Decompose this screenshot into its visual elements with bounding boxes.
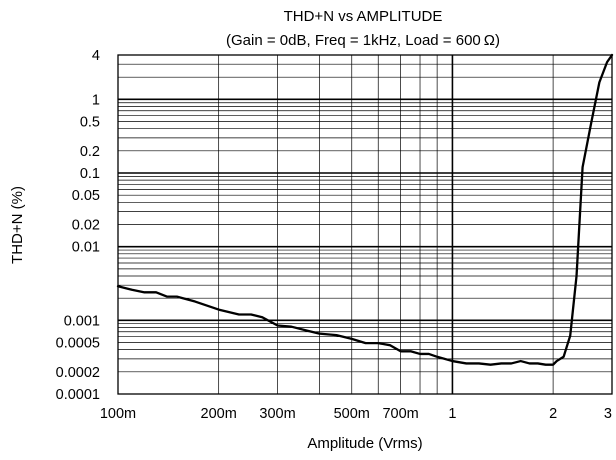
y-tick-label: 0.1 — [80, 166, 100, 182]
y-tick-label: 0.001 — [64, 313, 100, 329]
data-point — [176, 296, 178, 298]
data-point — [489, 364, 492, 366]
data-point — [400, 350, 402, 352]
data-point — [478, 362, 480, 365]
x-tick-label: 3 — [604, 406, 612, 422]
y-tick-labels: 0.0001 0.0002 0.0005 0.001 0.01 0.02 0.05 0.1 0.… — [56, 48, 100, 403]
data-point — [606, 61, 608, 63]
data-point — [500, 362, 502, 365]
data-point — [598, 81, 600, 83]
data-point — [238, 313, 240, 316]
data-point — [436, 356, 438, 358]
y-tick-label: 0.0005 — [56, 336, 100, 352]
x-tick-label: 100m — [100, 406, 136, 422]
data-point — [250, 313, 252, 316]
y-tick-label: 0.05 — [72, 188, 100, 204]
y-tick-label: 0.2 — [80, 144, 100, 160]
data-point — [194, 300, 196, 303]
chart-title: THD+N vs AMPLITUDE — [284, 8, 443, 25]
data-point — [389, 344, 391, 346]
data-point — [365, 342, 367, 344]
series-layer — [116, 53, 614, 366]
data-point — [276, 324, 279, 327]
data-point — [419, 353, 421, 355]
x-tick-label: 500m — [334, 406, 370, 422]
data-point — [465, 362, 467, 365]
data-point — [218, 308, 220, 311]
x-tick-label: 700m — [382, 406, 418, 422]
y-axis-label: THD+N (%) — [9, 186, 26, 264]
x-tick-label: 2 — [549, 406, 557, 422]
major-gridlines — [118, 55, 612, 394]
minor-gridlines — [117, 54, 613, 395]
x-tick-label: 200m — [201, 406, 237, 422]
data-point — [545, 364, 547, 366]
y-tick-label: 0.01 — [72, 240, 100, 256]
data-point — [569, 335, 571, 337]
thd-n-series-line — [116, 53, 614, 366]
data-point — [581, 166, 584, 168]
data-point — [143, 291, 146, 293]
data-point — [351, 338, 353, 340]
data-point — [377, 342, 379, 344]
x-tick-labels: 100m 200m 300m 500m 700m 1 2 3 — [100, 406, 612, 422]
x-tick-label: 1 — [448, 406, 456, 422]
data-point — [155, 291, 157, 293]
y-tick-label: 0.0001 — [56, 387, 100, 403]
y-tick-label: 0.5 — [80, 115, 100, 131]
data-point — [428, 353, 430, 355]
data-point — [556, 360, 558, 362]
data-point — [451, 360, 454, 362]
chart-subtitle: (Gain = 0dB, Freq = 1kHz, Load = 600 Ω) — [226, 32, 500, 49]
data-point — [563, 356, 565, 358]
y-tick-label: 0.0002 — [56, 365, 100, 381]
data-point — [552, 364, 554, 366]
y-tick-label: 0.02 — [72, 218, 100, 234]
data-point — [520, 360, 522, 362]
data-point — [575, 275, 578, 277]
data-point — [307, 330, 309, 332]
data-point — [510, 362, 512, 365]
x-axis-label: Amplitude (Vrms) — [307, 435, 422, 452]
data-point — [318, 333, 320, 335]
data-point — [537, 362, 539, 365]
data-point — [335, 334, 338, 336]
y-tick-label: 1 — [92, 92, 100, 108]
data-point — [290, 326, 293, 328]
data-point — [410, 350, 412, 352]
x-tick-label: 300m — [259, 406, 295, 422]
data-point — [590, 122, 592, 124]
plot-frame — [117, 54, 613, 395]
data-point — [131, 289, 133, 291]
data-point — [261, 316, 263, 318]
data-point — [528, 362, 531, 365]
data-point — [166, 296, 168, 298]
y-tick-label: 4 — [92, 48, 100, 64]
